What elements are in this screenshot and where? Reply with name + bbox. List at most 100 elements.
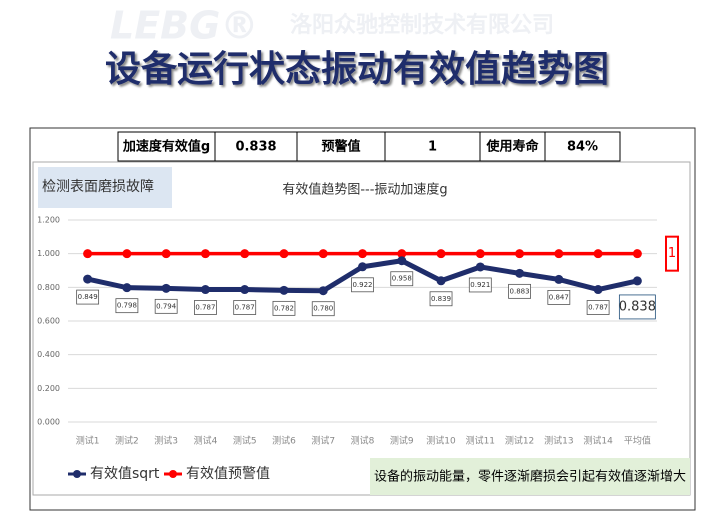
data-label: 0.787 [235, 304, 255, 312]
label-box [618, 294, 656, 320]
point [279, 249, 289, 259]
data-label: 1 [668, 246, 676, 261]
data-label: 0.839 [431, 295, 451, 303]
label-box [547, 290, 571, 305]
x-tick-label: 测试13 [544, 435, 573, 447]
label-box [272, 300, 296, 316]
data-label: 0.780 [313, 305, 333, 313]
point [632, 276, 642, 286]
point [83, 249, 93, 259]
data-label: 0.787 [195, 304, 215, 312]
point [161, 249, 171, 259]
y-tick-label: 0.000 [37, 418, 60, 427]
x-tick-label: 测试4 [194, 435, 218, 447]
point [122, 249, 132, 259]
point [358, 262, 367, 272]
point [318, 286, 328, 296]
point [122, 283, 132, 293]
label-box [115, 298, 139, 314]
point [515, 268, 525, 278]
fault-box [38, 167, 172, 208]
y-tick-label: 1.000 [37, 249, 60, 258]
x-tick-label: 测试5 [233, 435, 257, 447]
x-tick-label: 测试11 [466, 435, 495, 447]
legend-marker [73, 470, 81, 478]
point [358, 249, 367, 259]
label-box [351, 277, 374, 293]
x-tick-label: 测试8 [351, 435, 375, 447]
label-box [468, 277, 492, 293]
info-text: 1 [428, 140, 437, 155]
legend-marker [169, 470, 177, 478]
point [593, 249, 603, 259]
point [436, 249, 446, 259]
point [632, 249, 642, 259]
x-tick-label: 测试7 [311, 435, 335, 447]
heading: 设备运行状态振动有效值趋势图 [105, 48, 609, 90]
y-tick-label: 0.200 [37, 384, 60, 393]
y-tick-label: 0.800 [37, 283, 60, 292]
point [554, 249, 564, 259]
info-table: 加速度有效值g 0.838 预警值 1 使用寿命 84% [117, 131, 621, 162]
label-box [429, 291, 453, 307]
info-cell [214, 131, 298, 162]
data-label: 0.849 [78, 293, 98, 301]
legend-label: 有效值预警值 [186, 466, 270, 482]
y-tick-label: 1.200 [37, 216, 60, 225]
point [240, 249, 250, 259]
point [279, 285, 289, 295]
label-box [154, 298, 178, 314]
point [436, 276, 446, 286]
label-box [665, 235, 679, 272]
data-label: 0.883 [510, 287, 530, 295]
point [397, 249, 407, 259]
info-text: 预警值 [321, 139, 360, 155]
data-label: 0.838 [619, 299, 656, 314]
watermark-logo: LEBG® [110, 4, 258, 48]
x-tick-label: 测试2 [115, 435, 139, 447]
data-label: 0.787 [588, 304, 608, 312]
point [554, 274, 564, 284]
point [475, 262, 485, 272]
x-tick-label: 测试14 [583, 435, 613, 447]
point [83, 274, 93, 284]
x-tick-label: 测试3 [154, 435, 178, 447]
watermark-company: 洛阳众驰控制技术有限公司 [290, 12, 554, 38]
point [161, 283, 171, 293]
point [318, 249, 328, 259]
data-label: 0.794 [156, 302, 177, 310]
label-box [76, 289, 100, 305]
point [200, 285, 210, 295]
info-text: 84% [567, 140, 598, 155]
x-tick-label: 测试1 [76, 435, 100, 447]
label-box [233, 300, 257, 315]
fault-label: 检测表面磨损故障 [42, 179, 154, 195]
label-box [390, 271, 414, 287]
data-label: 0.782 [274, 304, 294, 312]
chart-title: 有效值趋势图---振动加速度g [282, 182, 447, 198]
info-cell [117, 131, 216, 162]
x-tick-label: 平均值 [624, 435, 651, 447]
data-label: 0.798 [117, 302, 137, 310]
point [515, 249, 525, 259]
note: 设备的振动能量，零件逐渐磨损会引起有效值逐渐增大 [374, 469, 686, 485]
x-tick-label: 测试12 [505, 435, 534, 447]
legend-label: 有效值sqrt [90, 466, 160, 482]
x-tick-label: 测试9 [390, 435, 414, 447]
point [240, 285, 250, 295]
note-box [370, 458, 690, 495]
data-label: 0.921 [470, 281, 490, 289]
label-box [194, 300, 217, 315]
info-text: 使用寿命 [485, 139, 539, 155]
point [200, 249, 210, 259]
chart-area [32, 161, 691, 496]
info-text: 加速度有效值g [122, 139, 210, 155]
data-label: 0.922 [352, 281, 372, 289]
point [593, 285, 603, 295]
data-label: 0.958 [392, 275, 412, 283]
point [475, 249, 485, 259]
x-tick-label: 测试6 [272, 435, 296, 447]
info-cell [384, 131, 481, 162]
